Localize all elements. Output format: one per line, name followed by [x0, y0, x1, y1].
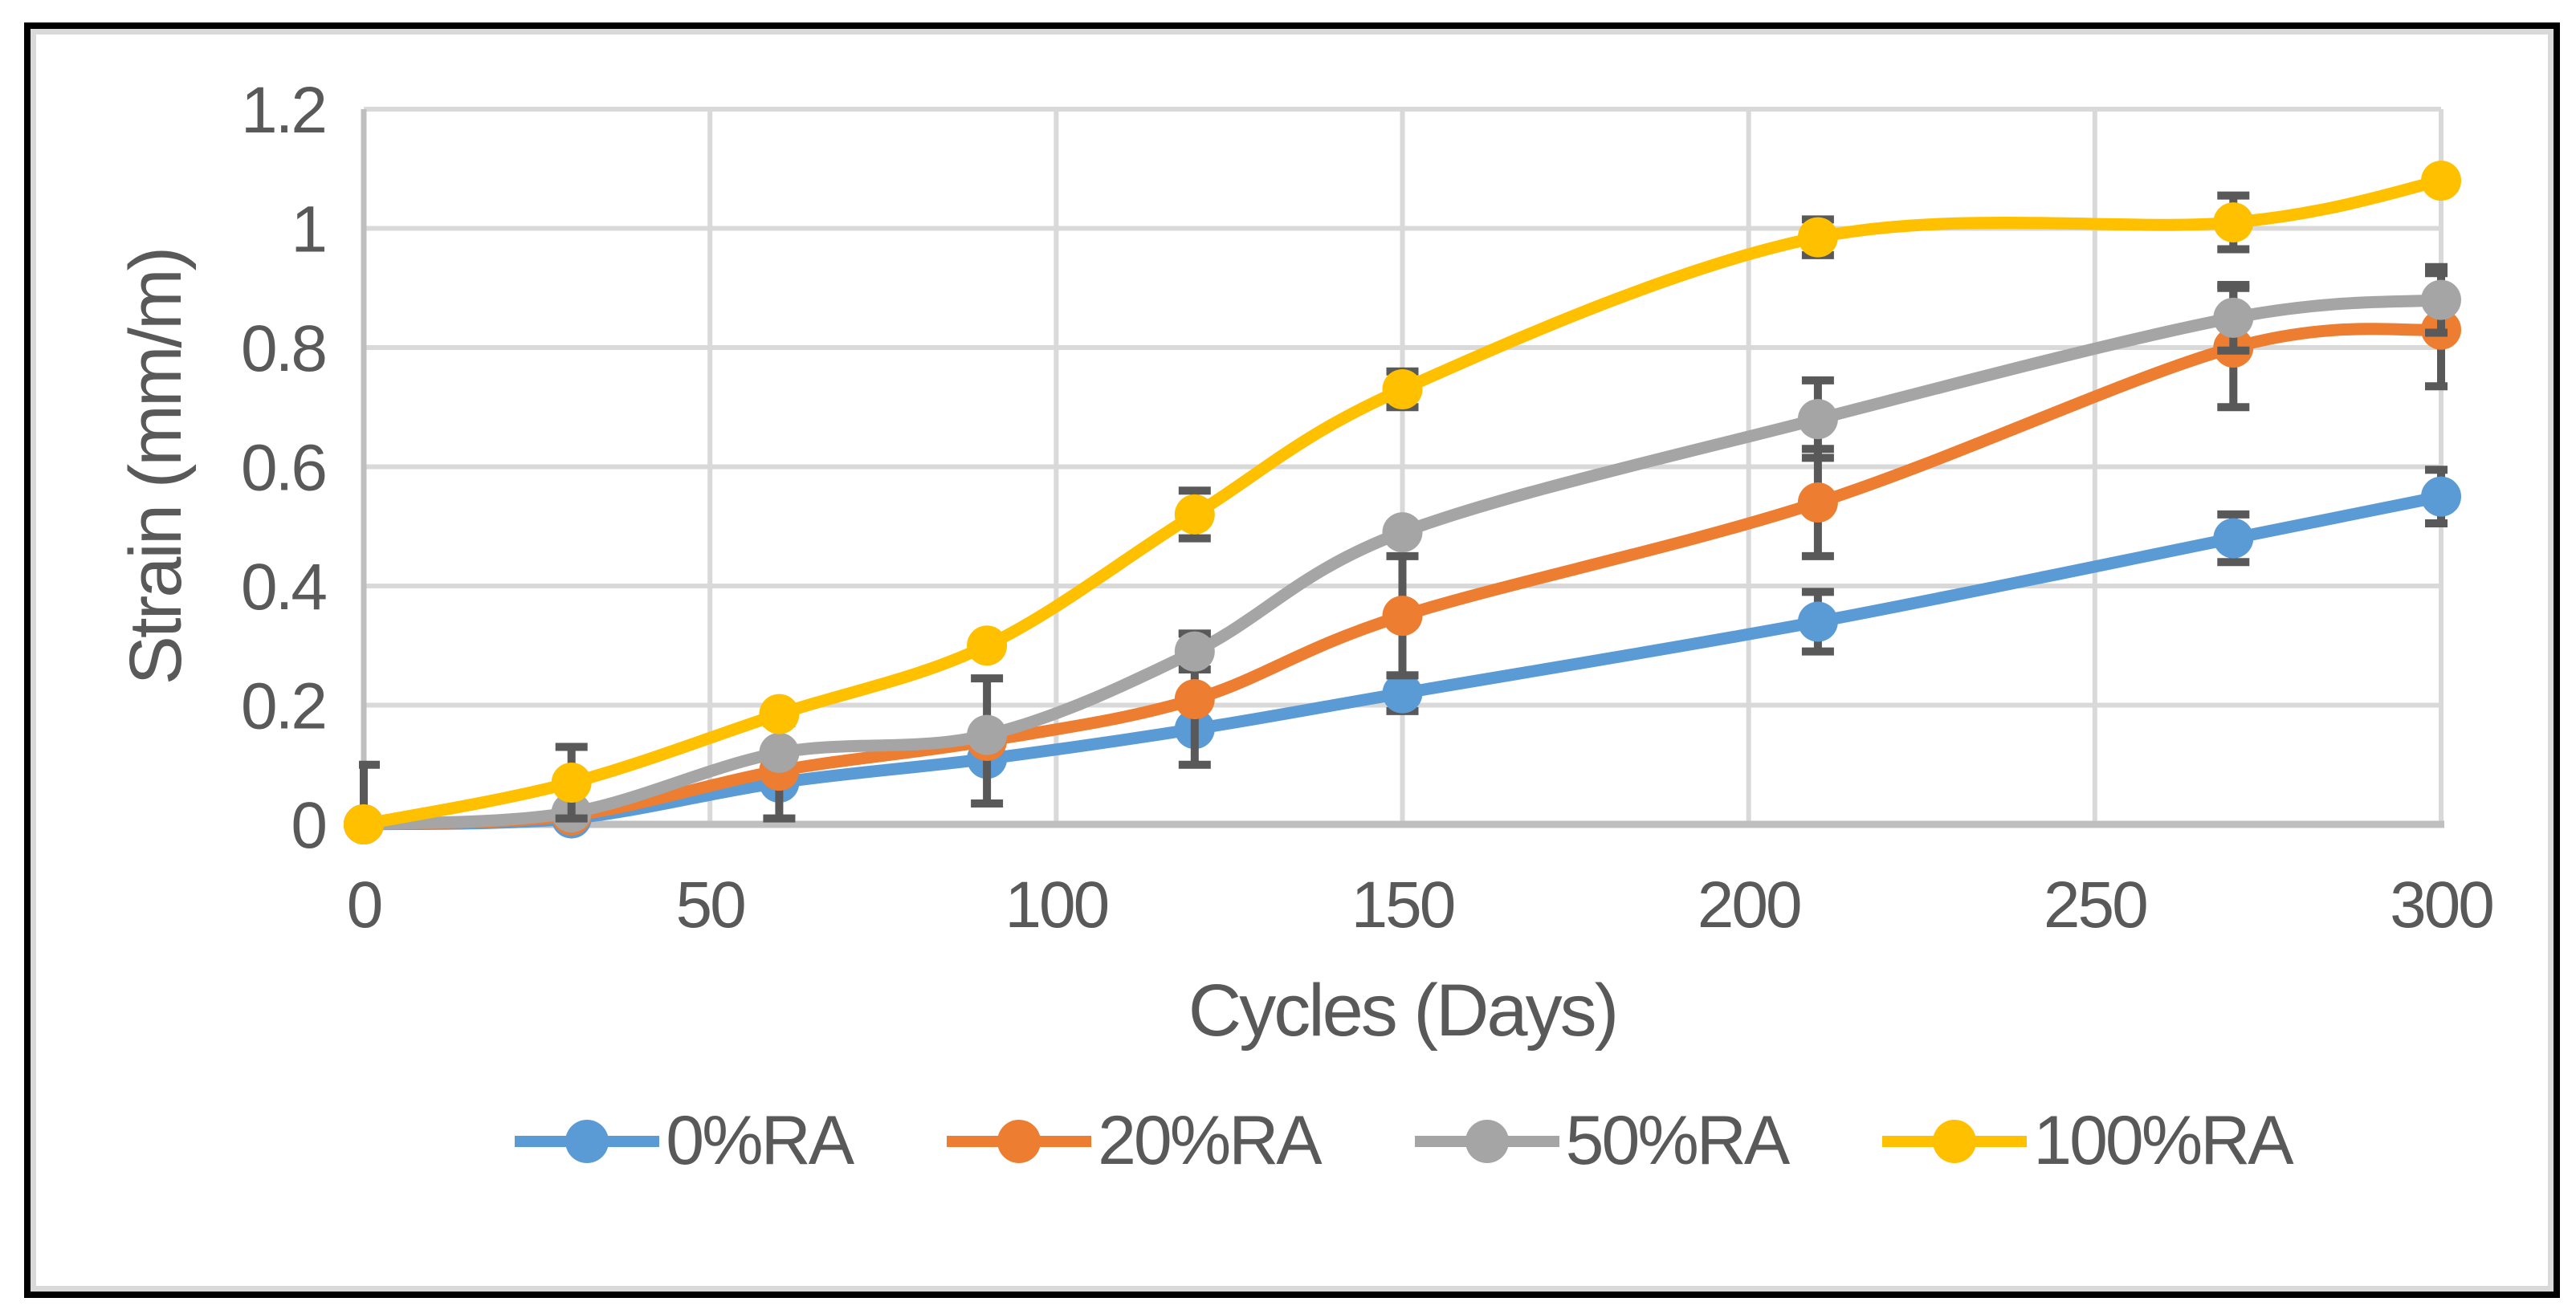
- x-tick-label: 250: [2044, 869, 2146, 942]
- legend-line-marker-icon: [1882, 1119, 2028, 1163]
- x-axis-title: Cycles (Days): [1188, 970, 1616, 1052]
- legend-label: 100%RA: [2033, 1102, 2293, 1179]
- data-point-marker[interactable]: [2213, 202, 2254, 243]
- y-tick-label: 0.4: [241, 551, 326, 624]
- legend-label: 0%RA: [666, 1102, 854, 1179]
- y-tick-labels: 0 0.2 0.4 0.6 0.8 1 1.2: [241, 74, 328, 862]
- data-point-marker[interactable]: [2421, 476, 2461, 517]
- y-axis-title: Strain (mm/m): [115, 249, 197, 685]
- data-point-marker[interactable]: [1797, 601, 1838, 642]
- data-point-marker[interactable]: [1797, 217, 1838, 258]
- legend-label: 50%RA: [1565, 1102, 1791, 1179]
- y-tick-label: 1: [291, 193, 325, 266]
- error-bars: [1178, 262, 2448, 673]
- data-point-marker[interactable]: [1382, 368, 1423, 409]
- data-point-marker[interactable]: [759, 694, 800, 734]
- data-point-marker[interactable]: [2213, 297, 2254, 338]
- data-point-marker[interactable]: [1797, 399, 1838, 440]
- x-tick-labels: 0 50 100 150 200 250 300: [347, 869, 2496, 942]
- error-bars: [359, 191, 2250, 829]
- series-50%RA: [344, 262, 2461, 844]
- data-point-marker[interactable]: [1174, 494, 1215, 535]
- y-tick-label: 0.2: [241, 670, 325, 743]
- legend-line-marker-icon: [947, 1119, 1092, 1163]
- chart-outer-border: [24, 22, 2560, 1298]
- data-point-marker[interactable]: [759, 732, 800, 773]
- x-tick-label: 50: [676, 869, 745, 942]
- y-tick-label: 1.2: [241, 74, 325, 147]
- x-tick-label: 300: [2390, 869, 2492, 942]
- legend-line-marker-icon: [515, 1119, 660, 1163]
- legend-item-100%RA[interactable]: 100%RA: [1882, 1101, 2294, 1181]
- legend-label: 20%RA: [1098, 1102, 1323, 1179]
- data-point-marker[interactable]: [1382, 673, 1423, 714]
- x-tick-label: 0: [347, 869, 381, 942]
- data-point-marker[interactable]: [2421, 279, 2461, 320]
- x-tick-label: 200: [1698, 869, 1800, 942]
- gridlines: [364, 107, 2444, 824]
- data-point-marker[interactable]: [344, 804, 384, 844]
- y-tick-label: 0.6: [241, 432, 325, 505]
- data-point-marker[interactable]: [1797, 482, 1838, 523]
- data-point-marker[interactable]: [2421, 161, 2461, 201]
- data-point-marker[interactable]: [967, 714, 1008, 755]
- legend-item-50%RA[interactable]: 50%RA: [1414, 1101, 1791, 1181]
- data-point-marker[interactable]: [551, 763, 592, 803]
- data-point-marker[interactable]: [1382, 596, 1423, 637]
- series-line: [357, 174, 2448, 831]
- legend-item-0%RA[interactable]: 0%RA: [515, 1101, 854, 1181]
- data-point-marker[interactable]: [1174, 631, 1215, 672]
- legend-item-20%RA[interactable]: 20%RA: [947, 1101, 1323, 1181]
- y-tick-label: 0.8: [241, 312, 325, 385]
- data-point-marker[interactable]: [2213, 518, 2254, 559]
- chart-inner-border: [31, 29, 2554, 1292]
- data-point-marker[interactable]: [967, 625, 1008, 666]
- data-point-marker[interactable]: [1382, 512, 1423, 553]
- series-line: [357, 490, 2448, 831]
- series-line: [357, 294, 2448, 831]
- series-line: [357, 323, 2448, 831]
- series-100%RA: [344, 161, 2461, 844]
- chart-legend: 0%RA 20%RA 50%RA 100%RA: [365, 1101, 2441, 1181]
- legend-line-marker-icon: [1414, 1119, 1559, 1163]
- x-tick-label: 150: [1351, 869, 1454, 942]
- y-tick-label: 0: [291, 789, 325, 862]
- x-tick-label: 100: [1005, 869, 1107, 942]
- data-point-marker[interactable]: [1174, 679, 1215, 720]
